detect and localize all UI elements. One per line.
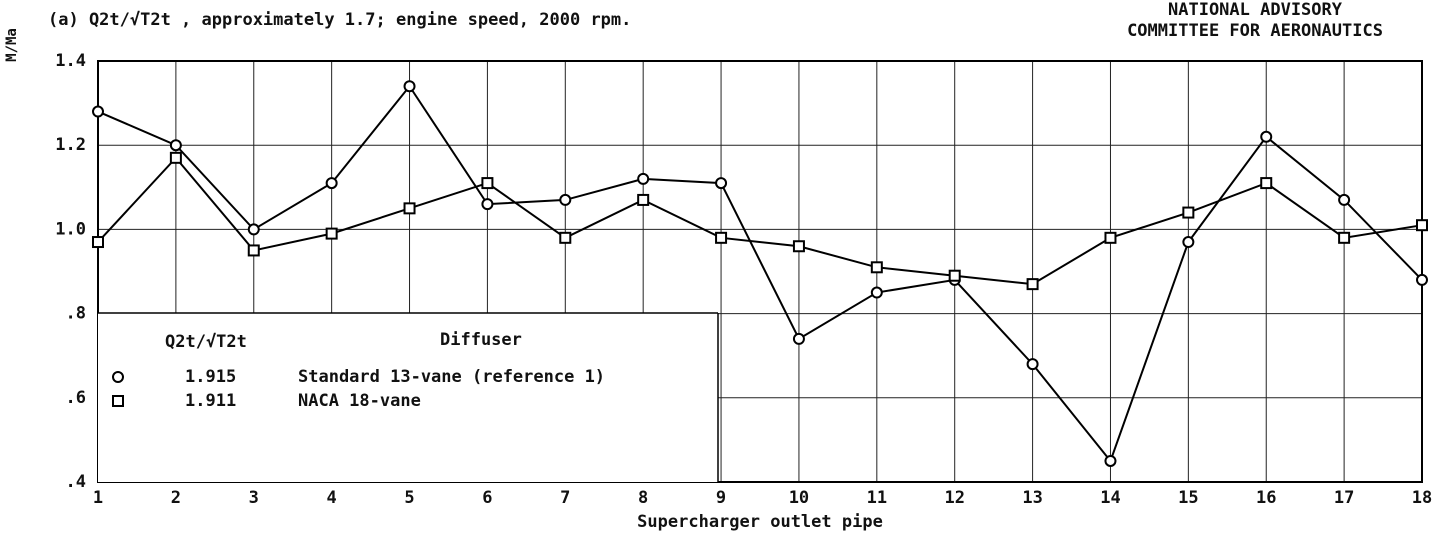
x-axis-label: Supercharger outlet pipe [637, 512, 883, 532]
square-marker [1416, 219, 1428, 232]
x-tick-label: 9 [716, 488, 726, 508]
y-axis-label: M/Ma [4, 28, 20, 62]
circle-marker [1104, 454, 1117, 467]
circle-marker [1182, 236, 1195, 249]
y-tick-label: .8 [66, 304, 86, 324]
corner-text: NATIONAL ADVISORY [1168, 0, 1343, 20]
circle-marker [1338, 193, 1351, 206]
x-tick-label: 16 [1256, 488, 1276, 508]
x-tick-label: 2 [171, 488, 181, 508]
square-marker [92, 236, 104, 249]
x-tick-label: 5 [404, 488, 414, 508]
legend-value: 1.915 [185, 367, 236, 387]
y-tick-label: .6 [66, 388, 86, 408]
square-marker [481, 177, 494, 190]
square-marker [637, 193, 650, 206]
square-marker [1338, 231, 1351, 244]
square-marker [1104, 231, 1117, 244]
circle-marker [559, 193, 572, 206]
square-marker [403, 202, 416, 215]
series-line [97, 84, 1423, 463]
square-marker [169, 151, 182, 164]
square-marker [1026, 278, 1039, 291]
x-tick-label: 11 [867, 488, 887, 508]
x-tick-label: 12 [944, 488, 964, 508]
legend-label: NACA 18-vane [298, 391, 421, 411]
x-tick-label: 6 [482, 488, 492, 508]
y-tick-label: 1.2 [55, 135, 86, 155]
x-tick-label: 10 [789, 488, 809, 508]
legend-value: 1.911 [185, 391, 236, 411]
circle-marker [792, 332, 805, 345]
x-tick-label: 15 [1178, 488, 1198, 508]
circle-marker [1260, 130, 1273, 143]
legend-label: Standard 13-vane (reference 1) [298, 367, 605, 387]
legend-header: Diffuser [440, 330, 522, 350]
square-marker [870, 261, 883, 274]
circle-marker [870, 286, 883, 299]
square-marker [112, 395, 124, 407]
square-marker [1182, 206, 1195, 219]
circle-marker [112, 371, 124, 383]
circle-marker [1416, 273, 1428, 286]
x-tick-label: 4 [327, 488, 337, 508]
circle-marker [637, 172, 650, 185]
circle-marker [92, 105, 104, 118]
x-tick-label: 13 [1022, 488, 1042, 508]
x-tick-label: 3 [249, 488, 259, 508]
square-marker [1260, 177, 1273, 190]
x-tick-label: 1 [93, 488, 103, 508]
circle-marker [481, 198, 494, 211]
legend-header: Q2t/√T2t [165, 332, 247, 352]
corner-text: COMMITTEE FOR AERONAUTICS [1127, 21, 1383, 41]
circle-marker [325, 177, 338, 190]
square-marker [948, 269, 961, 282]
square-marker [247, 244, 260, 257]
circle-marker [169, 139, 182, 152]
square-marker [715, 231, 728, 244]
x-tick-label: 14 [1100, 488, 1120, 508]
legend-box [98, 313, 718, 482]
chart-title: (a) Q2t/√T2t , approximately 1.7; engine… [48, 10, 631, 30]
square-marker [559, 231, 572, 244]
y-tick-label: 1.4 [55, 51, 86, 71]
x-tick-label: 17 [1334, 488, 1354, 508]
series-line [97, 156, 1423, 286]
square-marker [325, 227, 338, 240]
x-tick-label: 18 [1412, 488, 1432, 508]
x-tick-label: 8 [638, 488, 648, 508]
circle-marker [247, 223, 260, 236]
circle-marker [1026, 358, 1039, 371]
y-tick-label: .4 [66, 472, 86, 492]
circle-marker [403, 80, 416, 93]
plot-frame [97, 60, 1423, 483]
x-tick-label: 7 [560, 488, 570, 508]
y-tick-label: 1.0 [55, 219, 86, 239]
square-marker [792, 240, 805, 253]
circle-marker [715, 177, 728, 190]
